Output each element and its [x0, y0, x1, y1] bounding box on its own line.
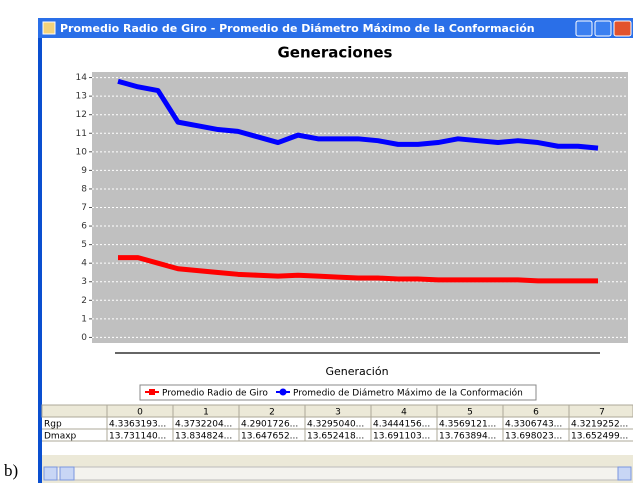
- series-line: [117, 78, 599, 151]
- x-axis-label: Generación: [325, 365, 388, 378]
- y-tick-label: 13: [76, 92, 87, 102]
- legend-marker: [279, 388, 287, 396]
- table-cell: 13.834824...: [175, 432, 232, 442]
- column-header: 6: [533, 408, 539, 418]
- window-title: Promedio Radio de Giro - Promedio de Diá…: [60, 22, 535, 35]
- column-header: 3: [335, 408, 341, 418]
- table-cell: 13.652418...: [307, 432, 364, 442]
- row-header: Rgp: [44, 420, 62, 430]
- table-cell: 13.731140...: [109, 432, 166, 442]
- column-header: 2: [269, 408, 275, 418]
- app-icon: [42, 21, 56, 35]
- maximize-button[interactable]: [594, 20, 612, 37]
- y-tick-label: 6: [81, 222, 87, 232]
- column-header: 4: [401, 408, 407, 418]
- scroll-left[interactable]: [43, 466, 58, 481]
- table-cell: 13.698023...: [505, 432, 562, 442]
- table-cell: 4.3732204...: [175, 420, 232, 430]
- table-cell: 13.763894...: [439, 432, 496, 442]
- legend: [139, 384, 537, 401]
- table-cell: 13.647652...: [241, 432, 298, 442]
- y-tick-label: 14: [76, 73, 88, 83]
- y-tick-label: 11: [76, 129, 87, 139]
- y-tick-label: 1: [81, 314, 87, 324]
- y-tick-label: 10: [76, 147, 88, 157]
- y-tick-label: 2: [81, 296, 87, 306]
- legend-marker: [149, 389, 155, 395]
- column-header: 1: [203, 408, 209, 418]
- scroll-right[interactable]: [617, 466, 632, 481]
- table-cell: 13.652499...: [571, 432, 628, 442]
- table-header: [41, 404, 633, 418]
- title-bar: [38, 18, 633, 38]
- table-cell: 4.3219252...: [571, 420, 628, 430]
- column-header: 7: [599, 408, 605, 418]
- column-header: 0: [137, 408, 143, 418]
- table-cell: 4.3306743...: [505, 420, 562, 430]
- table-cell: 4.2901726...: [241, 420, 298, 430]
- caption: b): [4, 461, 18, 480]
- y-tick-label: 9: [81, 166, 87, 176]
- y-tick-label: 7: [81, 203, 87, 213]
- legend-label: Promedio Radio de Giro: [162, 389, 268, 399]
- column-header: 5: [467, 408, 473, 418]
- legend-label: Promedio de Diámetro Máximo de la Confor…: [293, 388, 523, 399]
- table-cell: 4.3295040...: [307, 420, 364, 430]
- table-cell: 4.3444156...: [373, 420, 430, 430]
- scrollbar[interactable]: [43, 466, 632, 481]
- scroll-thumb[interactable]: [59, 466, 75, 481]
- y-tick-label: 4: [81, 259, 87, 269]
- minimize-button[interactable]: [575, 20, 593, 37]
- series-line: [118, 255, 598, 284]
- y-tick-label: 8: [81, 184, 87, 194]
- y-tick-label: 3: [81, 277, 87, 287]
- row-header: Dmaxp: [44, 432, 77, 442]
- table-cell: 13.691103...: [373, 432, 430, 442]
- table-cell: 4.3569121...: [439, 420, 496, 430]
- chart-title: Generaciones: [278, 44, 393, 62]
- y-tick-label: 0: [81, 333, 87, 343]
- table-cell: 4.3363193...: [109, 420, 166, 430]
- close-button[interactable]: [613, 20, 632, 37]
- y-tick-label: 12: [76, 110, 87, 120]
- y-tick-label: 5: [81, 240, 87, 250]
